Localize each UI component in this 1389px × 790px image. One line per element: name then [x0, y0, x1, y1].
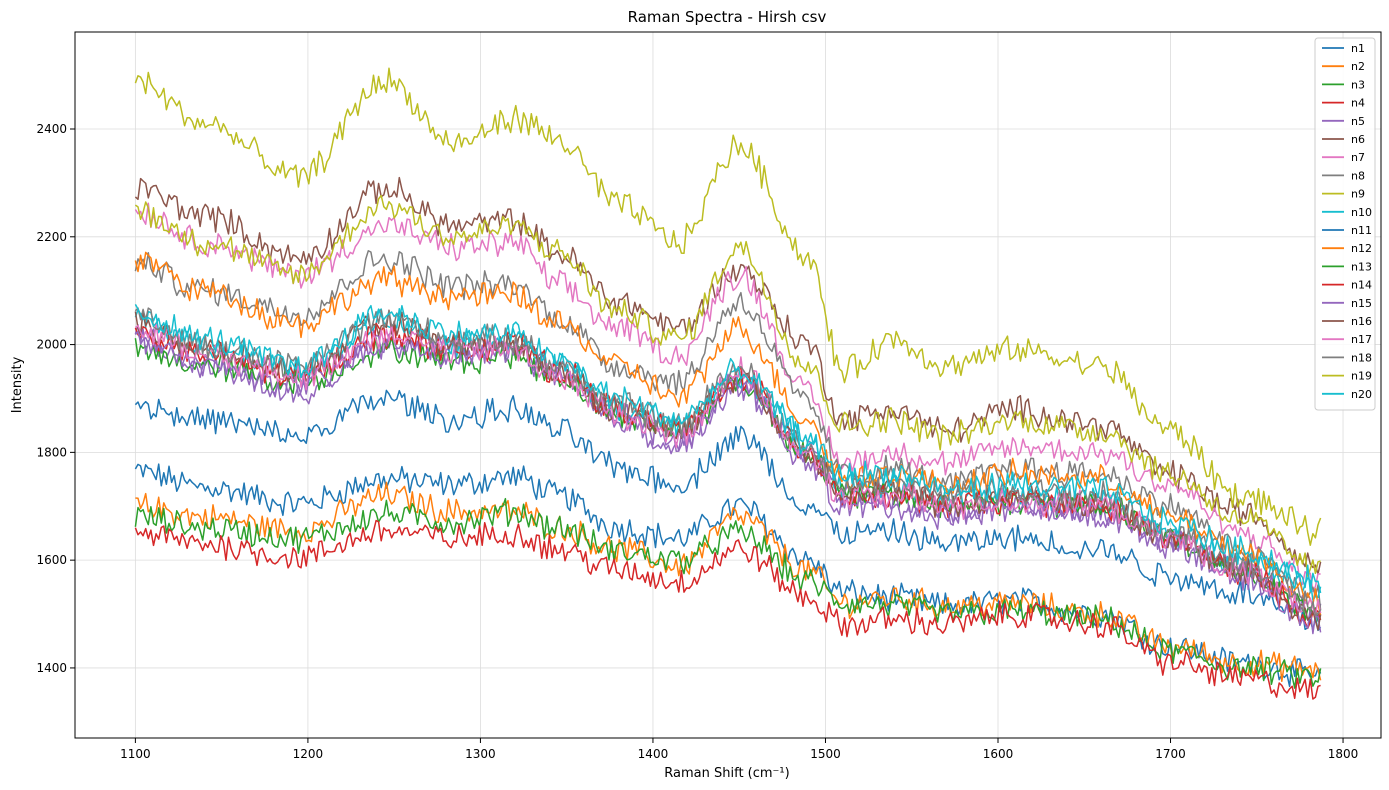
y-tick-label: 2400 [36, 122, 67, 136]
grid-lines [75, 32, 1381, 738]
y-axis-ticks: 1400 1600 1800 2000 2200 2400 [36, 122, 75, 675]
x-tick-label: 1700 [1155, 747, 1186, 761]
y-axis-label: Intensity [10, 356, 25, 413]
y-tick-label: 1800 [36, 445, 67, 459]
x-tick-label: 1500 [810, 747, 841, 761]
legend-entry: n8 [1351, 169, 1365, 182]
y-tick-label: 1600 [36, 553, 67, 567]
x-tick-label: 1100 [120, 747, 151, 761]
plot-frame [74, 31, 1382, 739]
legend-entry: n11 [1351, 224, 1372, 237]
legend-entry: n1 [1351, 42, 1365, 55]
legend-entry: n4 [1351, 97, 1365, 110]
legend-entry: n15 [1351, 297, 1372, 310]
y-tick-label: 2000 [36, 338, 67, 352]
legend-entry: n16 [1351, 315, 1372, 328]
legend-entry: n14 [1351, 279, 1372, 292]
legend-entry: n9 [1351, 188, 1365, 201]
legend-entry: n10 [1351, 206, 1372, 219]
legend-entry: n20 [1351, 388, 1372, 401]
legend-box [1314, 37, 1376, 411]
series-line-n2 [135, 481, 1322, 683]
chart-title: Raman Spectra - Hirsh csv [628, 8, 827, 26]
x-tick-label: 1300 [465, 747, 496, 761]
series-line-n19 [134, 194, 1321, 577]
legend-entry: n19 [1351, 370, 1372, 383]
series-line-n9 [134, 67, 1322, 546]
legend-entry: n17 [1351, 333, 1372, 346]
x-tick-label: 1600 [983, 747, 1014, 761]
series-line-n15 [134, 328, 1322, 635]
x-tick-label: 1400 [638, 747, 669, 761]
y-tick-label: 1400 [36, 661, 67, 675]
series-lines [134, 67, 1322, 700]
series-line-n12 [134, 251, 1322, 616]
series-line-n20 [134, 304, 1322, 594]
legend-entry: n6 [1351, 133, 1365, 146]
series-line-n11 [134, 389, 1322, 632]
x-axis-label: Raman Shift (cm⁻¹) [664, 766, 789, 781]
legend: n1 n2 n3 n4 n5 n6 n7 n8 n9 n10 n11 n12 n13 n14 n15 n16 n… [1314, 37, 1376, 411]
x-tick-label: 1800 [1328, 747, 1359, 761]
y-tick-label: 2200 [36, 230, 67, 244]
series-line-n6 [134, 176, 1322, 575]
series-line-n4 [134, 519, 1321, 700]
series-line-n18 [134, 307, 1322, 616]
legend-entry: n7 [1351, 151, 1365, 164]
legend-entry: n12 [1351, 242, 1372, 255]
legend-entry: n13 [1351, 260, 1372, 273]
series-line-n8 [134, 250, 1322, 611]
legend-entry: n2 [1351, 60, 1365, 73]
legend-entry: n5 [1351, 115, 1365, 128]
x-tick-label: 1200 [293, 747, 324, 761]
legend-entry: n18 [1351, 351, 1372, 364]
legend-entry: n3 [1351, 78, 1365, 91]
series-line-n7 [134, 202, 1321, 593]
x-axis-ticks: 1100 1200 1300 1400 1500 1600 1700 1800 [120, 738, 1358, 761]
